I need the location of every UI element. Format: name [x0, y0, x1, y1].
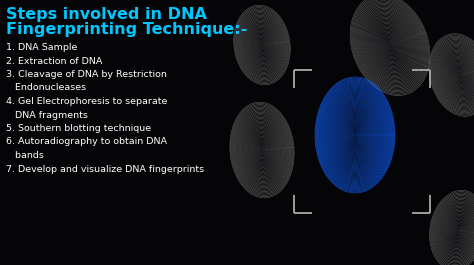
Text: DNA fragments: DNA fragments — [6, 111, 88, 120]
Text: 2. Extraction of DNA: 2. Extraction of DNA — [6, 56, 102, 65]
Text: 5. Southern blotting technique: 5. Southern blotting technique — [6, 124, 151, 133]
Text: 1. DNA Sample: 1. DNA Sample — [6, 43, 77, 52]
Text: Fingerprinting Technique:-: Fingerprinting Technique:- — [6, 22, 247, 37]
Text: 3. Cleavage of DNA by Restriction: 3. Cleavage of DNA by Restriction — [6, 70, 167, 79]
Text: 6. Autoradiography to obtain DNA: 6. Autoradiography to obtain DNA — [6, 138, 167, 147]
Text: Steps involved in DNA: Steps involved in DNA — [6, 7, 207, 22]
Text: 4. Gel Electrophoresis to separate: 4. Gel Electrophoresis to separate — [6, 97, 167, 106]
Text: Endonucleases: Endonucleases — [6, 83, 86, 92]
Text: 7. Develop and visualize DNA fingerprints: 7. Develop and visualize DNA fingerprint… — [6, 165, 204, 174]
Text: bands: bands — [6, 151, 44, 160]
